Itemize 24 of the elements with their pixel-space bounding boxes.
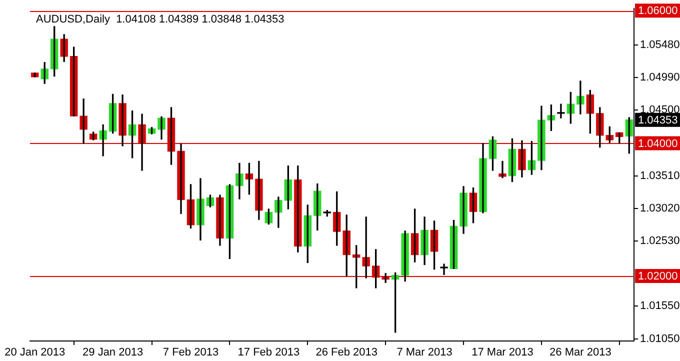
- ref-line-label: 1.04000: [638, 138, 678, 150]
- ref-line-label: 1.02000: [638, 270, 678, 283]
- y-tick-label: 1.03020: [640, 202, 680, 214]
- text: 1.04353: [638, 114, 678, 126]
- x-tick-label: 26 Feb 2013: [316, 346, 378, 359]
- x-tick-label: 7 Feb 2013: [162, 346, 219, 359]
- x-tick-label: 20 Jan 2013: [4, 346, 66, 359]
- candlestick: [31, 72, 39, 78]
- x-tick-label: 29 Jan 2013: [82, 346, 144, 359]
- x-tick-label: 26 Mar 2013: [550, 346, 612, 359]
- y-tick-label: 1.05480: [640, 39, 680, 52]
- x-tick-label: 7 Mar 2013: [396, 346, 452, 359]
- y-tick-label: 1.03510: [640, 170, 680, 182]
- y-tick-label: 1.04990: [640, 72, 680, 84]
- y-tick-label: 1.04500: [640, 104, 680, 116]
- x-tick-label: 17 Feb 2013: [238, 346, 300, 359]
- ref-line-label: 1.06000: [638, 5, 678, 18]
- candlestick: [440, 264, 448, 275]
- y-tick-label: 1.02530: [640, 234, 680, 247]
- y-tick-label: 1.01550: [640, 300, 680, 312]
- x-tick-label: 17 Mar 2013: [472, 346, 534, 359]
- candlestick: [557, 104, 565, 118]
- text: AUDUSD,Daily 1.04108 1.04389 1.03848 1.04353: [36, 14, 284, 26]
- y-tick-label: 1.01050: [640, 333, 680, 346]
